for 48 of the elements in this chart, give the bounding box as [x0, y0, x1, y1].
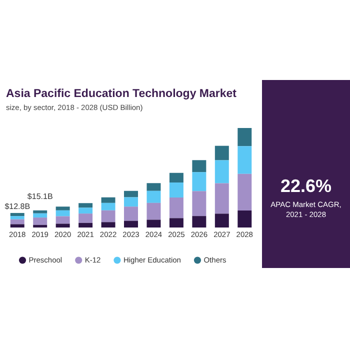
bar: [238, 174, 252, 210]
bar: [169, 182, 184, 198]
bar: [101, 202, 116, 210]
annotation: $12.8B: [4, 202, 30, 212]
bar: [146, 220, 161, 228]
bar: [10, 212, 24, 216]
bar: [124, 206, 138, 221]
bar: [192, 191, 206, 216]
annotation: $15.1B: [27, 192, 53, 202]
bar: [238, 128, 252, 146]
bar: [101, 222, 116, 228]
bar: [214, 160, 229, 184]
bar: [192, 216, 206, 228]
bar: [78, 208, 93, 214]
bar: [146, 202, 161, 220]
bar: [169, 198, 184, 218]
text: 22.6%: [279, 176, 333, 197]
bar: [214, 214, 229, 228]
bar: [33, 218, 48, 225]
bar: [146, 183, 161, 191]
bar: [124, 197, 138, 207]
bar: [33, 224, 48, 228]
bar: [124, 220, 138, 228]
bar: [56, 224, 70, 228]
bar: [33, 210, 48, 214]
bar: [56, 210, 70, 216]
bar: [10, 224, 24, 228]
bar: [56, 216, 70, 224]
bar: [238, 210, 252, 228]
bar: [10, 216, 24, 220]
bar: [192, 172, 206, 192]
bar: [192, 160, 206, 172]
bar: [238, 146, 252, 174]
bar: [10, 219, 24, 224]
bar: [124, 190, 138, 198]
bar: [78, 214, 93, 223]
bar: [33, 213, 48, 218]
bar: [169, 218, 184, 228]
bar: [101, 210, 116, 222]
bar: [146, 190, 161, 203]
bar: [78, 203, 93, 208]
bar: [214, 146, 229, 160]
bar: [78, 222, 93, 228]
bar: [56, 206, 70, 210]
bar: [214, 183, 229, 214]
chart-title: Asia Pacific Education Technology Market: [6, 88, 236, 100]
bar: [169, 172, 184, 183]
bar: [101, 197, 116, 203]
